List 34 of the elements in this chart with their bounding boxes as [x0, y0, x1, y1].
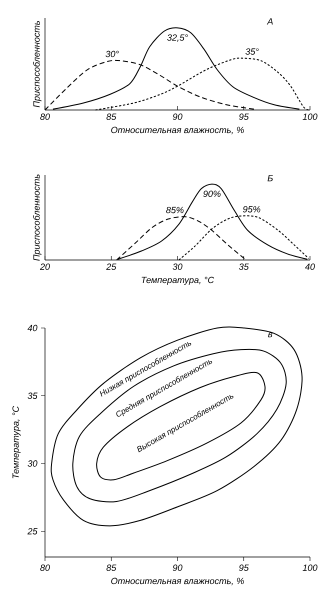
x-axis-title: Температура, °C [142, 276, 214, 285]
y-axis-title: Приспособленность [32, 20, 42, 108]
y-tick-label: 25 [27, 528, 38, 534]
series-label: 85% [166, 206, 184, 214]
x-axis-title: Относительная влажность, % [111, 578, 244, 586]
x-tick-label: 30 [172, 264, 182, 270]
x-tick-label: 35 [238, 264, 249, 270]
x-tick-label: 20 [40, 264, 50, 270]
series-label: 30° [106, 50, 119, 58]
series-label: 90% [203, 190, 221, 198]
x-tick-label: 80 [40, 564, 50, 571]
x-tick-label: 85 [106, 114, 116, 120]
y-axis-title: Приспособленность [32, 174, 42, 261]
y-tick-label: 35 [28, 392, 38, 399]
series-label: 35° [245, 48, 259, 55]
x-tick-label: 100 [302, 564, 318, 571]
chart-title: А [266, 18, 273, 24]
x-tick-label: 25 [106, 264, 116, 270]
x-tick-label: 80 [40, 114, 50, 120]
series-label: 95% [242, 206, 260, 212]
y-tick-label: 40 [28, 324, 38, 332]
x-tick-label: 95 [239, 114, 249, 120]
x-tick-label: 40 [305, 264, 315, 270]
x-tick-label: 100 [302, 114, 318, 120]
x-axis-title: Относительная влажность, % [111, 126, 244, 134]
chart-title: в [268, 332, 272, 338]
chart-title: Б [268, 175, 273, 182]
x-tick-label: 90 [172, 564, 182, 571]
x-tick-label: 95 [239, 564, 249, 571]
x-tick-label: 85 [106, 564, 116, 571]
series-label: 32,5° [167, 34, 188, 42]
y-tick-label: 30 [28, 460, 38, 467]
y-axis-title: Температура, °C [12, 406, 21, 478]
x-tick-label: 90 [172, 114, 182, 120]
